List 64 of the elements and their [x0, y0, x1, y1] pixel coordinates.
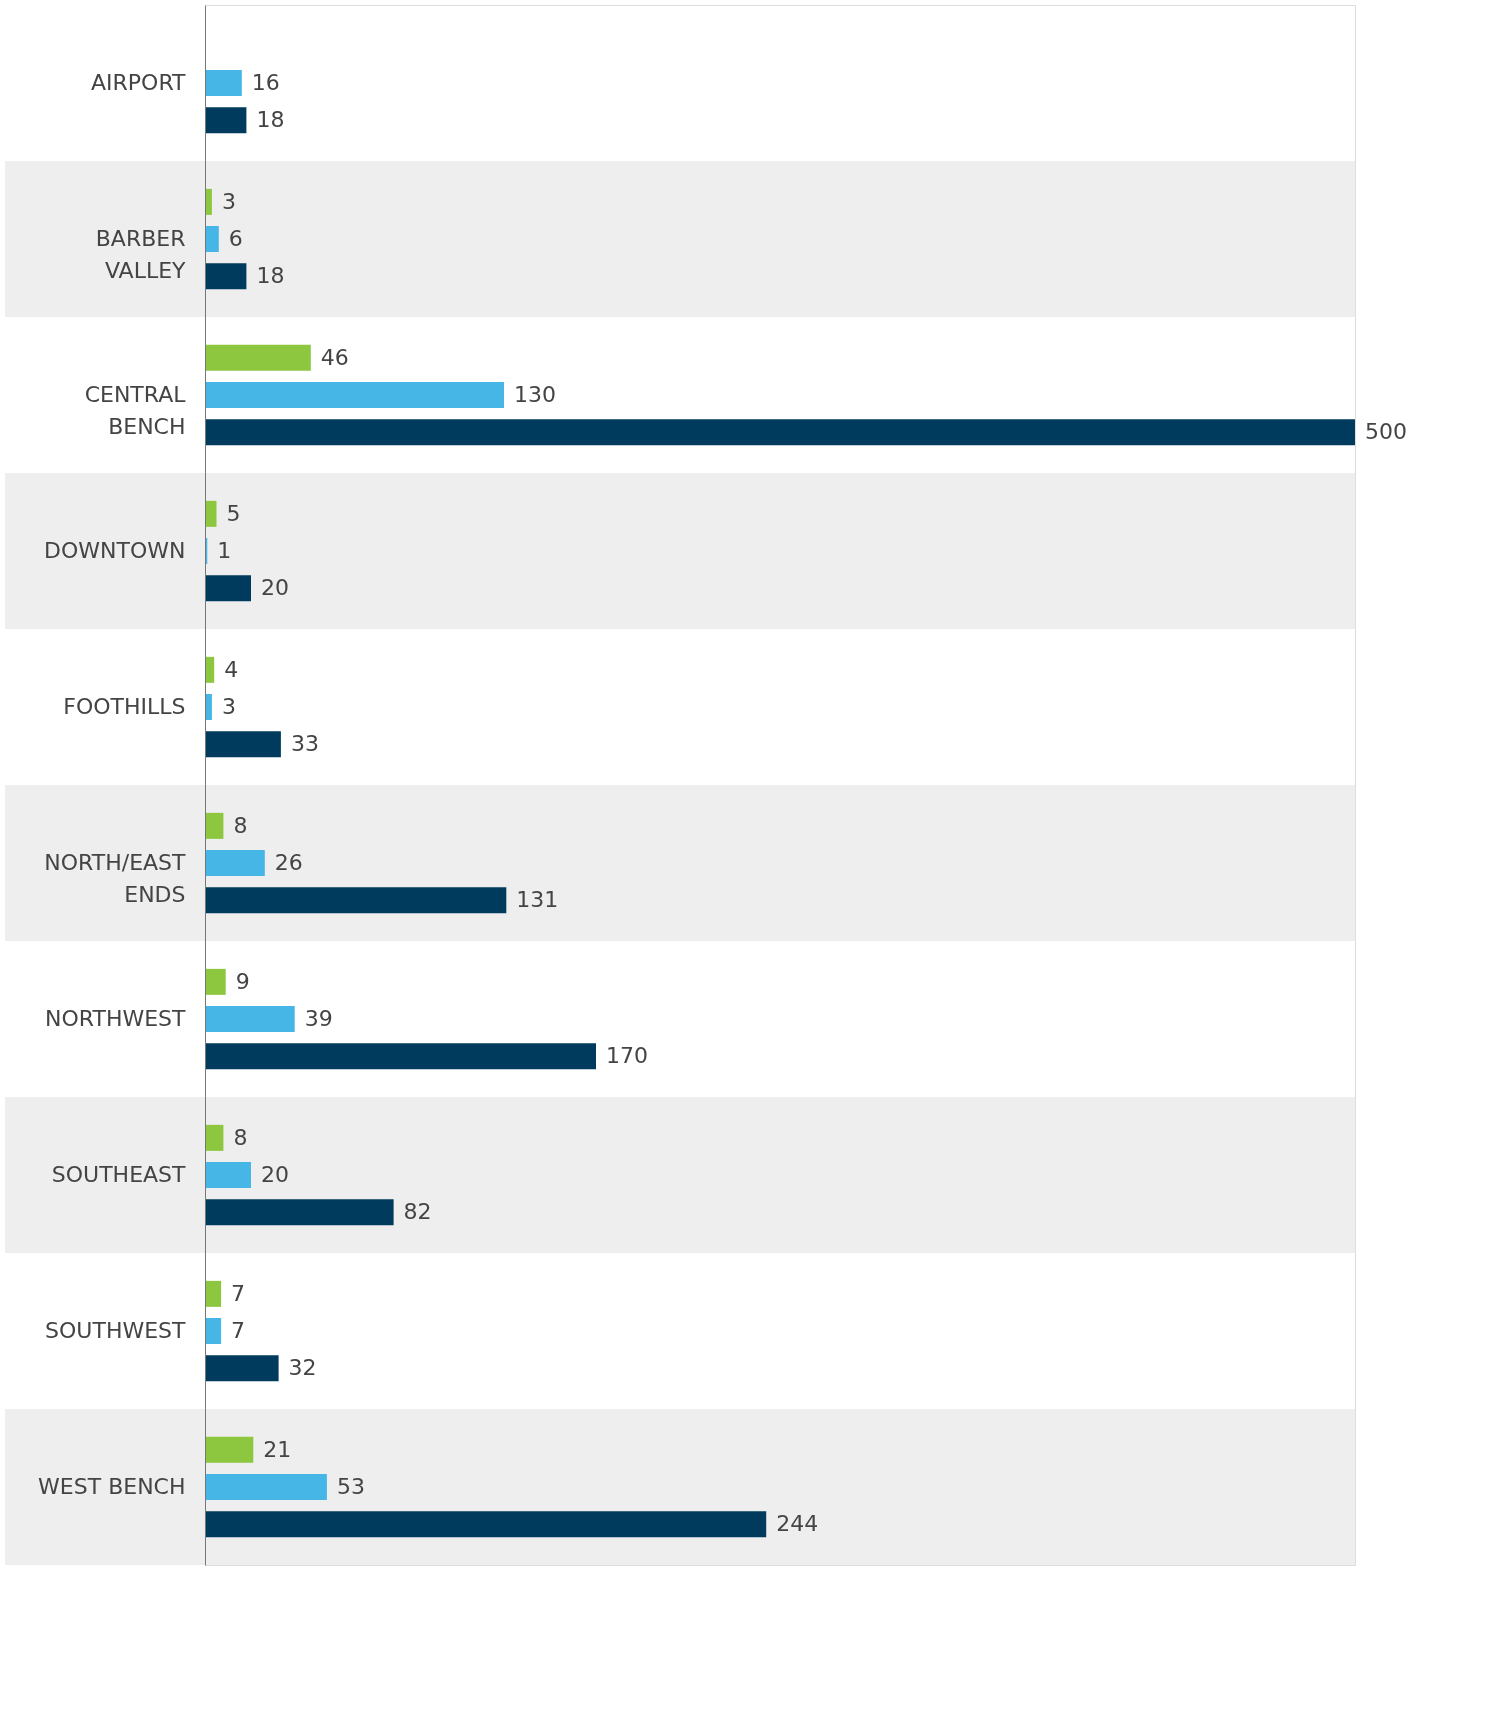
data-label: 82	[403, 1199, 432, 1225]
data-label: 500	[1365, 419, 1407, 445]
bar	[205, 382, 504, 408]
bar	[205, 1436, 254, 1463]
data-label: 4	[224, 656, 239, 682]
data-label: 1	[217, 538, 232, 563]
y-tick-label: BARBER VALLEY	[95, 226, 187, 283]
data-label: 33	[290, 731, 319, 757]
data-label: 5	[226, 500, 241, 526]
y-tick-label: DOWNTOWN	[44, 538, 186, 563]
bar	[205, 1162, 251, 1188]
bar	[205, 812, 224, 839]
y-tick-label: FOOTHILLS	[63, 694, 186, 719]
data-label: 131	[516, 887, 559, 913]
bar	[205, 1006, 295, 1032]
data-label: 244	[776, 1511, 819, 1537]
bar	[205, 731, 281, 758]
bar	[205, 1511, 767, 1538]
bar	[205, 344, 311, 371]
y-tick-label: SOUTHEAST	[51, 1162, 187, 1187]
data-label: 7	[231, 1280, 246, 1306]
data-label: 46	[320, 344, 349, 370]
data-label: 39	[304, 1006, 333, 1031]
data-label: 6	[228, 226, 243, 251]
data-label: 16	[251, 70, 280, 95]
y-tick-label: WEST BENCH	[38, 1474, 186, 1499]
data-label: 8	[233, 1124, 248, 1150]
bar	[205, 1355, 279, 1382]
bar	[205, 575, 251, 602]
data-label: 170	[606, 1043, 648, 1069]
data-label: 21	[263, 1436, 292, 1462]
data-label: 18	[256, 263, 285, 289]
data-label: 18	[256, 107, 285, 133]
y-tick-label: NORTH/EAST ENDS	[44, 850, 187, 907]
data-label: 3	[221, 188, 236, 214]
data-label: 20	[261, 575, 289, 601]
data-label: 7	[231, 1318, 246, 1343]
data-label: 9	[235, 968, 250, 994]
bar	[205, 226, 219, 252]
bar	[205, 1043, 596, 1070]
y-tick-label: NORTHWEST	[45, 1006, 187, 1031]
bar	[205, 1474, 327, 1500]
data-label: 130	[514, 382, 556, 407]
bar	[205, 70, 242, 96]
bar	[205, 887, 507, 914]
bar	[205, 1199, 394, 1226]
data-label: 8	[233, 812, 248, 838]
bar	[205, 968, 226, 995]
y-tick-label: SOUTHWEST	[45, 1318, 187, 1343]
y-tick-label: AIRPORT	[90, 70, 187, 95]
data-label: 3	[221, 694, 236, 719]
bar	[205, 500, 217, 527]
bar	[205, 419, 1355, 446]
data-label: 53	[336, 1474, 365, 1499]
data-label: 26	[274, 850, 303, 875]
bar	[205, 1124, 224, 1151]
bar	[205, 1280, 222, 1307]
bar	[205, 1318, 222, 1344]
bar	[205, 263, 247, 290]
bar	[205, 107, 247, 134]
data-label: 32	[288, 1355, 317, 1381]
bar	[205, 850, 265, 876]
y-tick-label: CENTRAL BENCH	[84, 382, 187, 439]
data-label: 20	[261, 1162, 289, 1187]
